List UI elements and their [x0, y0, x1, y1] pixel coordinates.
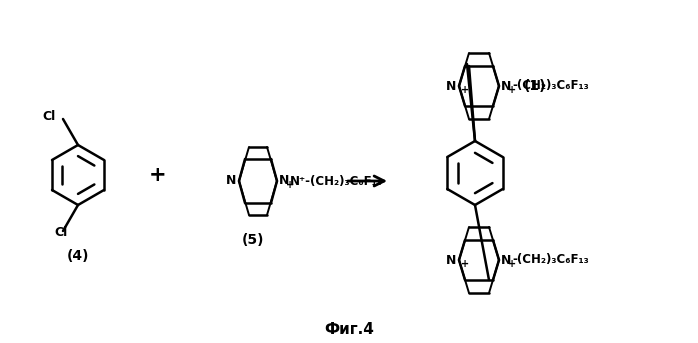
Text: (4): (4) [67, 249, 89, 263]
Text: +: + [461, 259, 469, 269]
Text: N: N [445, 253, 456, 267]
Text: Cl: Cl [43, 110, 56, 123]
Text: -(CH₂)₃C₆F₁₃: -(CH₂)₃C₆F₁₃ [512, 253, 588, 267]
Text: -(CH₂)₃C₆F₁₃: -(CH₂)₃C₆F₁₃ [512, 80, 588, 93]
Text: (5): (5) [242, 233, 265, 247]
Text: Фиг.4: Фиг.4 [324, 321, 374, 336]
Text: +: + [286, 180, 294, 190]
Text: (1): (1) [524, 79, 547, 93]
Text: N: N [279, 175, 290, 188]
Text: N⁺-(CH₂)₃C₆F₁₃: N⁺-(CH₂)₃C₆F₁₃ [290, 175, 383, 188]
Text: +: + [149, 165, 167, 185]
Text: N: N [501, 253, 512, 267]
Text: +: + [461, 85, 469, 95]
Text: Cl: Cl [54, 226, 68, 239]
Text: +: + [508, 85, 516, 95]
Text: N: N [501, 80, 512, 93]
Text: +: + [508, 259, 516, 269]
Text: N: N [225, 175, 236, 188]
Text: N: N [445, 80, 456, 93]
